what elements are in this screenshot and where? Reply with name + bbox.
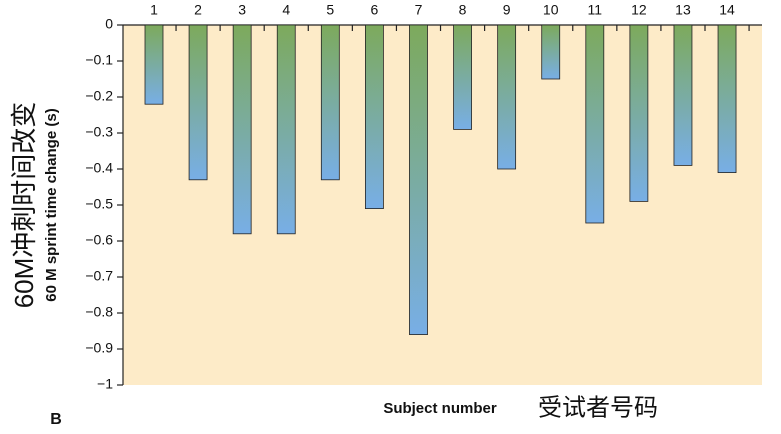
x-tick-label: 8 — [459, 2, 467, 18]
x-tick-label: 9 — [503, 2, 511, 18]
x-tick-label: 14 — [719, 2, 735, 18]
x-tick-label: 3 — [238, 2, 246, 18]
y-tick-label: −0.4 — [85, 160, 113, 176]
x-tick-label: 2 — [194, 2, 202, 18]
y-axis-label: 60 M sprint time change (s) — [43, 108, 60, 301]
y-axis-label-zh: 60M冲刺时间改变 — [9, 102, 39, 309]
bar — [232, 24, 252, 235]
panel-label: B — [50, 411, 62, 428]
bar — [144, 24, 164, 105]
x-tick-label: 10 — [543, 2, 559, 18]
bar — [453, 24, 472, 130]
x-axis-label-zh: 受试者号码 — [538, 394, 658, 421]
bar — [409, 24, 428, 336]
x-tick-label: 1 — [150, 2, 158, 18]
bar — [673, 24, 693, 166]
x-tick-label: 4 — [282, 2, 290, 18]
bar — [585, 24, 605, 224]
y-tick-label: −0.1 — [85, 52, 113, 68]
y-tick-label: −0.7 — [85, 268, 113, 284]
y-tick-label: 0 — [105, 16, 113, 32]
bar — [541, 24, 561, 80]
x-tick-label: 13 — [675, 2, 691, 18]
x-axis-label: Subject number — [383, 400, 497, 417]
bar — [188, 24, 208, 181]
x-tick-label: 7 — [415, 2, 423, 18]
x-tick-label: 11 — [588, 2, 603, 18]
x-tick-label: 6 — [371, 2, 379, 18]
y-tick-label: −0.3 — [85, 124, 113, 140]
y-tick-label: −0.8 — [85, 304, 113, 320]
bar — [320, 24, 340, 181]
bar — [497, 24, 517, 170]
y-tick-label: −0.5 — [85, 196, 113, 212]
bar — [276, 24, 296, 235]
y-tick-label: −0.6 — [85, 232, 113, 248]
bar — [629, 24, 649, 202]
bar — [717, 24, 737, 174]
bar — [364, 24, 384, 210]
x-tick-label: 12 — [631, 2, 647, 18]
y-tick-label: −1 — [97, 376, 113, 392]
y-tick-label: −0.9 — [85, 340, 113, 356]
y-tick-label: −0.2 — [85, 88, 113, 104]
plot-background — [123, 25, 762, 385]
x-tick-label: 5 — [326, 2, 334, 18]
